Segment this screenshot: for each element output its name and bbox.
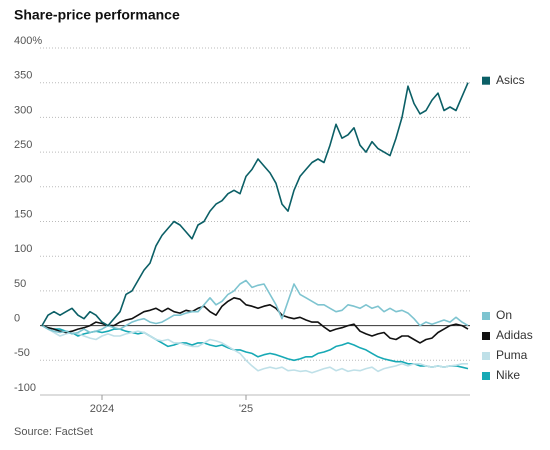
y-tick-label: 100 <box>14 243 32 255</box>
y-tick-label: 350 <box>14 70 32 82</box>
legend-swatch <box>482 352 490 360</box>
y-tick-label: 150 <box>14 208 32 220</box>
source-note: Source: FactSet <box>14 426 93 438</box>
series-line <box>41 324 469 370</box>
series-line <box>41 297 469 344</box>
legend-swatch <box>482 76 490 85</box>
y-tick-label: 400% <box>14 35 42 47</box>
legend-swatch <box>482 372 490 380</box>
y-tick-label: -100 <box>14 382 36 394</box>
series-line <box>41 279 469 335</box>
legend-swatch <box>482 312 490 320</box>
y-tick-label: 0 <box>14 313 20 325</box>
chart-title: Share-price performance <box>14 7 180 23</box>
legend-label: Adidas <box>496 328 533 342</box>
y-tick-label: -50 <box>14 347 30 359</box>
legend-label: On <box>496 308 512 322</box>
legend-label: Asics <box>496 73 525 87</box>
legend-label: Puma <box>496 348 528 362</box>
y-tick-label: 250 <box>14 139 32 151</box>
series-line <box>41 324 468 374</box>
y-tick-label: 50 <box>14 278 26 290</box>
series-line <box>41 82 469 327</box>
y-tick-label: 300 <box>14 104 32 116</box>
x-tick-label: 2024 <box>90 403 114 415</box>
legend-swatch <box>482 332 490 340</box>
y-tick-label: 200 <box>14 174 32 186</box>
x-tick-label: '25 <box>239 403 253 415</box>
legend-label: Nike <box>496 368 520 382</box>
